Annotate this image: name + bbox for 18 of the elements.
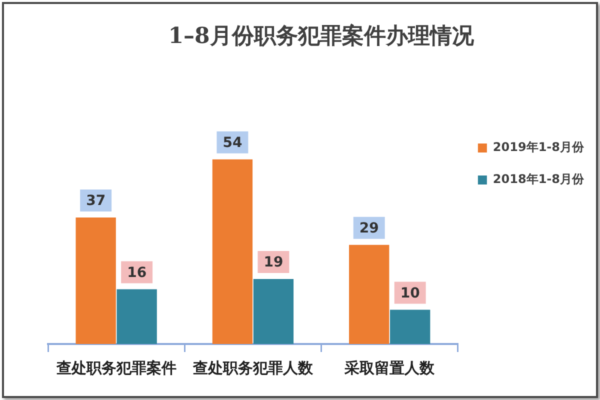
bar bbox=[212, 159, 253, 344]
bar bbox=[349, 244, 390, 344]
x-tick-label: 采取留置人数 bbox=[344, 358, 436, 377]
bar bbox=[253, 279, 294, 344]
data-label: 19 bbox=[264, 254, 284, 271]
legend-label: 2018年1-8月份 bbox=[492, 172, 585, 186]
data-label: 16 bbox=[127, 264, 147, 281]
bar bbox=[76, 217, 116, 344]
data-label: 29 bbox=[359, 220, 379, 236]
data-label: 54 bbox=[222, 134, 242, 151]
x-tick-label: 查处职务犯罪人数 bbox=[192, 358, 314, 377]
data-label: 37 bbox=[86, 193, 106, 210]
chart-title: 1–8月份职务犯罪案件办理情况 bbox=[168, 22, 475, 49]
data-label: 10 bbox=[400, 285, 420, 302]
x-tick-label: 查处职务犯罪案件 bbox=[55, 358, 176, 377]
bar bbox=[390, 310, 430, 344]
legend-label: 2019年1-8月份 bbox=[492, 140, 585, 154]
bar bbox=[116, 289, 157, 344]
